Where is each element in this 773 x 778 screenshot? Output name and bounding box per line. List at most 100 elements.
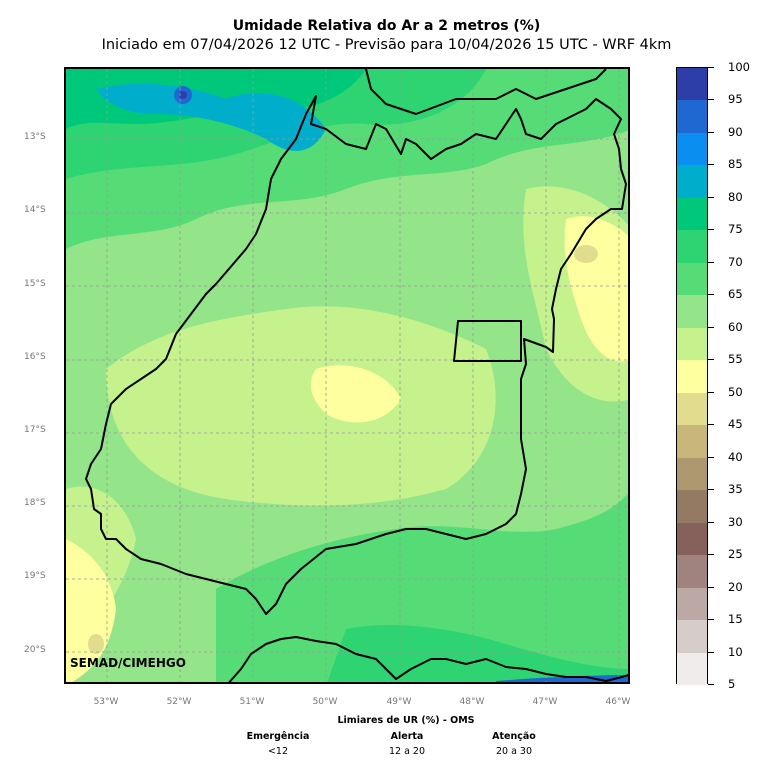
colorbar-tick-label: 10: [728, 644, 743, 659]
lat-label: 20°S: [24, 645, 46, 655]
north-boundary: [365, 69, 607, 115]
field-central-55: [106, 306, 496, 506]
colorbar-tick: [708, 554, 714, 556]
lat-label: 15°S: [24, 279, 46, 289]
colorbar-tick-label: 75: [728, 222, 743, 237]
threshold-label: Atenção: [492, 731, 536, 742]
colorbar-tick: [708, 489, 714, 491]
south-boundary: [228, 636, 628, 682]
colorbar-segment: [677, 490, 707, 524]
colorbar-segment: [677, 262, 707, 296]
field-south-70: [216, 493, 628, 682]
field-south-75: [327, 625, 628, 682]
colorbar-tick: [708, 261, 714, 263]
colorbar-tick: [708, 391, 714, 393]
colorbar-tick-label: 70: [728, 254, 743, 269]
colorbar-tick-label: 50: [728, 384, 743, 399]
colorbar-segment: [677, 68, 707, 101]
field-center-50: [310, 365, 401, 423]
colorbar-tick-label: 85: [728, 157, 743, 172]
colorbar-tick: [708, 684, 714, 685]
colorbar-tick-label: 35: [728, 482, 743, 497]
colorbar-tick: [708, 456, 714, 458]
lon-label: 48°W: [459, 697, 485, 707]
colorbar-segment: [677, 457, 707, 491]
lon-label: 52°W: [166, 697, 192, 707]
colorbar-segment: [677, 425, 707, 459]
colorbar-tick: [708, 131, 714, 133]
colorbar-segment: [677, 587, 707, 621]
colorbar-tick-label: 65: [728, 287, 743, 302]
lon-label: 53°W: [93, 697, 119, 707]
thresholds-title: Limiares de UR (%) - OMS: [337, 715, 475, 726]
lat-label: 16°S: [24, 352, 46, 362]
colorbar-tick-label: 90: [728, 124, 743, 139]
lat-label: 18°S: [24, 498, 46, 508]
colorbar-tick-label: 60: [728, 319, 743, 334]
colorbar-tick: [708, 67, 714, 68]
colorbar-tick: [708, 326, 714, 328]
threshold-range: 12 a 20: [388, 746, 426, 757]
threshold-range: <12: [267, 746, 289, 757]
colorbar-tick-label: 25: [728, 547, 743, 562]
field-north-100: [179, 91, 187, 99]
colorbar-tick: [708, 586, 714, 588]
lon-label: 51°W: [239, 697, 265, 707]
colorbar-segment: [677, 620, 707, 654]
colorbar-tick-label: 55: [728, 352, 743, 367]
map-title: Umidade Relativa do Ar a 2 metros (%): [232, 18, 541, 34]
colorbar-tick-label: 100: [728, 60, 750, 74]
field-north-85: [96, 83, 326, 151]
lon-label: 49°W: [386, 697, 412, 707]
colorbar-tick: [708, 359, 714, 361]
threshold-label: Alerta: [390, 731, 424, 742]
colorbar-tick-label: 95: [728, 92, 743, 107]
state-boundaries: [85, 69, 628, 682]
colorbar-tick: [708, 651, 714, 653]
map-subtitle: Iniciado em 07/04/2026 12 UTC - Previsão…: [101, 37, 672, 53]
colorbar-tick: [708, 229, 714, 231]
colorbar-tick: [708, 619, 714, 621]
colorbar-tick-label: 15: [728, 612, 743, 627]
colorbar-tick-label: 40: [728, 449, 743, 464]
lon-label: 50°W: [312, 697, 338, 707]
credit-label: SEMAD/CIMEHGO: [70, 656, 186, 670]
colorbar-segment: [677, 197, 707, 231]
colorbar-segment: [677, 100, 707, 134]
map-gridlines: [66, 69, 628, 682]
colorbar-tick: [708, 99, 714, 101]
goias-boundary: [85, 95, 627, 615]
colorbar-tick-label: 80: [728, 189, 743, 204]
colorbar-segment: [677, 555, 707, 589]
colorbar-tick-label: 45: [728, 417, 743, 432]
lon-label: 47°W: [532, 697, 558, 707]
threshold-range: 20 a 30: [495, 746, 533, 757]
colorbar-segment: [677, 295, 707, 329]
colorbar-tick-label: 20: [728, 579, 743, 594]
colorbar-tick-label: 30: [728, 514, 743, 529]
colorbar-tick: [708, 196, 714, 198]
lat-label: 13°S: [24, 132, 46, 142]
colorbar-segment: [677, 165, 707, 199]
colorbar-segment: [677, 392, 707, 426]
lon-label: 46°W: [605, 697, 631, 707]
lat-label: 19°S: [24, 571, 46, 581]
colorbar-tick: [708, 424, 714, 426]
map-panel: [64, 67, 630, 684]
colorbar-segment: [677, 652, 707, 686]
field-sw-45: [88, 634, 104, 654]
humidity-field-map: [66, 69, 628, 682]
colorbar-tick-label: 5: [728, 677, 736, 691]
field-south-90: [496, 675, 628, 682]
field-east-45: [574, 245, 598, 263]
colorbar-tick: [708, 521, 714, 523]
lat-label: 14°S: [24, 205, 46, 215]
df-boundary: [453, 320, 522, 362]
threshold-label: Emergência: [246, 731, 310, 742]
colorbar-tick: [708, 164, 714, 166]
lat-label: 17°S: [24, 425, 46, 435]
colorbar-tick: [708, 294, 714, 296]
colorbar-segment: [677, 522, 707, 556]
colorbar-segment: [677, 360, 707, 394]
colorbar-segment: [677, 327, 707, 361]
